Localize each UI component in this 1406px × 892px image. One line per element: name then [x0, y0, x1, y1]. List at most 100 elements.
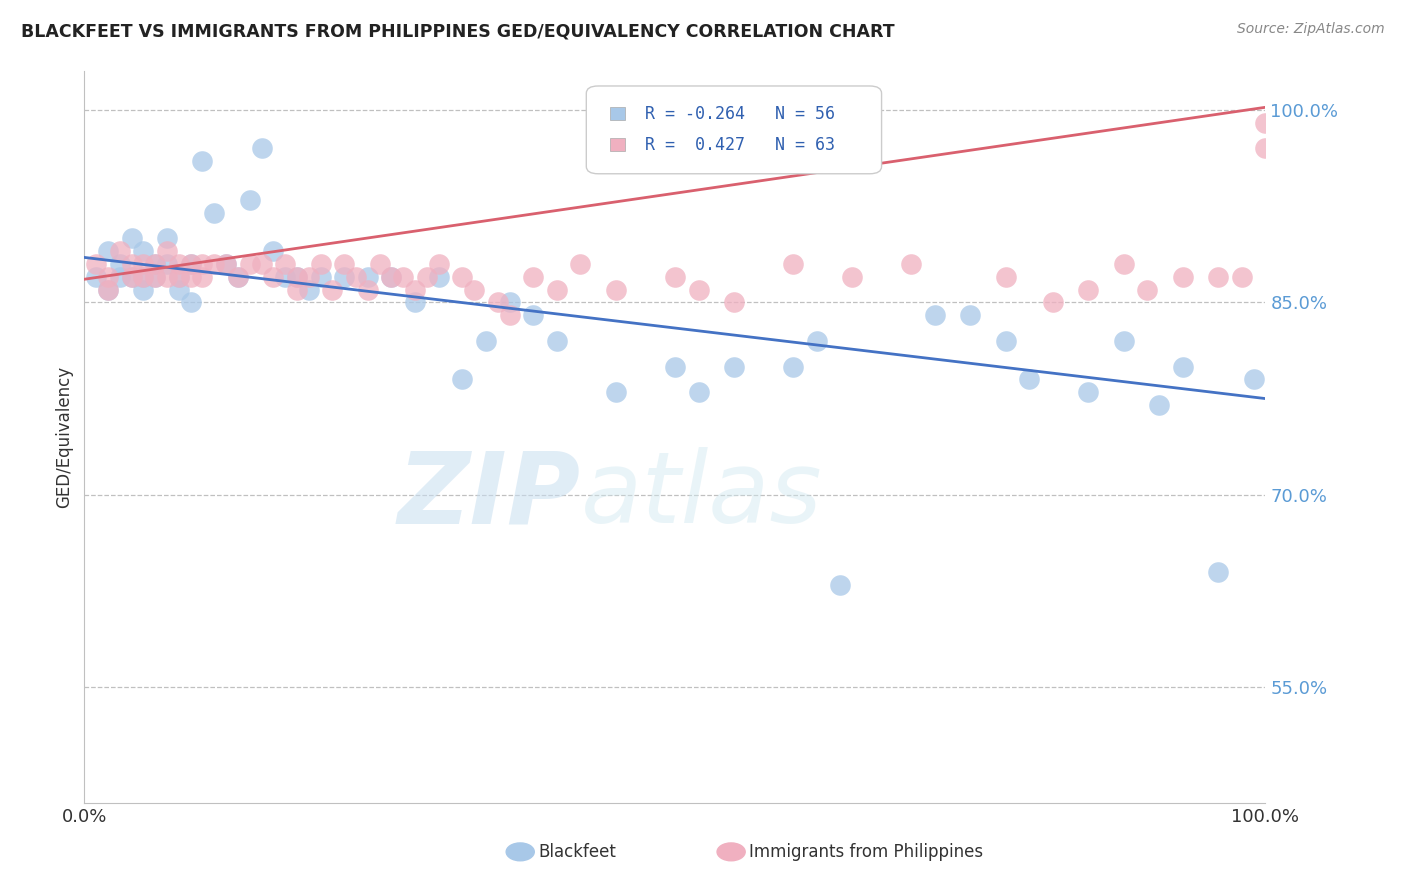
Point [357, 269, 380, 284]
Point [416, 269, 439, 284]
Point [309, 269, 332, 284]
Point [368, 257, 391, 271]
Point [143, 269, 166, 284]
Bar [610, 138, 624, 151]
Point [285, 269, 308, 284]
Point [392, 269, 415, 284]
Point [97, 283, 120, 297]
Point [97, 244, 120, 258]
Point [1042, 295, 1064, 310]
Point [1147, 398, 1170, 412]
Point [191, 269, 214, 284]
Point [202, 205, 225, 219]
Point [262, 244, 284, 258]
Point [1206, 269, 1229, 284]
Point [108, 257, 131, 271]
Point [84, 257, 107, 271]
Point [782, 257, 804, 271]
Point [156, 231, 179, 245]
Point [841, 269, 863, 284]
Point [156, 257, 179, 271]
Bar [610, 107, 624, 120]
Point [180, 295, 202, 310]
Point [427, 269, 450, 284]
Point [143, 269, 166, 284]
Point [1112, 257, 1135, 271]
Point [1136, 283, 1159, 297]
Point [830, 577, 852, 591]
Point [132, 269, 155, 284]
Text: ZIP: ZIP [398, 447, 581, 544]
Point [486, 295, 509, 310]
Point [522, 269, 544, 284]
Point [994, 334, 1017, 348]
Point [215, 257, 238, 271]
Point [167, 269, 190, 284]
Point [285, 283, 308, 297]
Text: Source: ZipAtlas.com: Source: ZipAtlas.com [1237, 22, 1385, 37]
Point [1077, 385, 1099, 400]
Point [202, 257, 225, 271]
Point [1230, 269, 1253, 284]
Point [475, 334, 498, 348]
Point [156, 269, 179, 284]
Point [451, 269, 474, 284]
Point [605, 385, 627, 400]
Point [1254, 141, 1277, 155]
Point [782, 359, 804, 374]
Text: BLACKFEET VS IMMIGRANTS FROM PHILIPPINES GED/EQUIVALENCY CORRELATION CHART: BLACKFEET VS IMMIGRANTS FROM PHILIPPINES… [21, 22, 894, 40]
Point [1018, 372, 1040, 386]
Point [404, 295, 426, 310]
Text: R = -0.264   N = 56: R = -0.264 N = 56 [645, 104, 835, 123]
Point [180, 257, 202, 271]
Point [605, 283, 627, 297]
Point [1171, 359, 1194, 374]
Point [1171, 269, 1194, 284]
Point [569, 257, 592, 271]
Point [121, 269, 143, 284]
Point [357, 283, 380, 297]
Point [250, 257, 273, 271]
Point [167, 269, 190, 284]
Point [298, 269, 321, 284]
Point [226, 269, 249, 284]
Point [239, 193, 262, 207]
Point [132, 283, 155, 297]
Point [121, 269, 143, 284]
Point [333, 257, 356, 271]
Point [723, 295, 745, 310]
Point [143, 257, 166, 271]
Point [463, 283, 485, 297]
Point [959, 308, 981, 322]
Point [522, 308, 544, 322]
Y-axis label: GED/Equivalency: GED/Equivalency [55, 366, 73, 508]
Point [285, 269, 308, 284]
Point [180, 269, 202, 284]
Point [451, 372, 474, 386]
Point [250, 141, 273, 155]
Point [132, 244, 155, 258]
Point [321, 283, 343, 297]
Point [309, 257, 332, 271]
Point [664, 269, 686, 284]
Point [84, 269, 107, 284]
Text: Immigrants from Philippines: Immigrants from Philippines [749, 843, 984, 861]
Point [1206, 565, 1229, 579]
Point [688, 385, 710, 400]
Point [380, 269, 402, 284]
Point [498, 308, 520, 322]
Point [156, 244, 179, 258]
Point [121, 257, 143, 271]
Point [1112, 334, 1135, 348]
Point [274, 269, 297, 284]
Point [994, 269, 1017, 284]
Point [108, 269, 131, 284]
Point [191, 257, 214, 271]
Point [723, 359, 745, 374]
Point [143, 257, 166, 271]
Point [97, 283, 120, 297]
Point [274, 257, 297, 271]
Point [546, 283, 568, 297]
Point [239, 257, 262, 271]
Point [404, 283, 426, 297]
